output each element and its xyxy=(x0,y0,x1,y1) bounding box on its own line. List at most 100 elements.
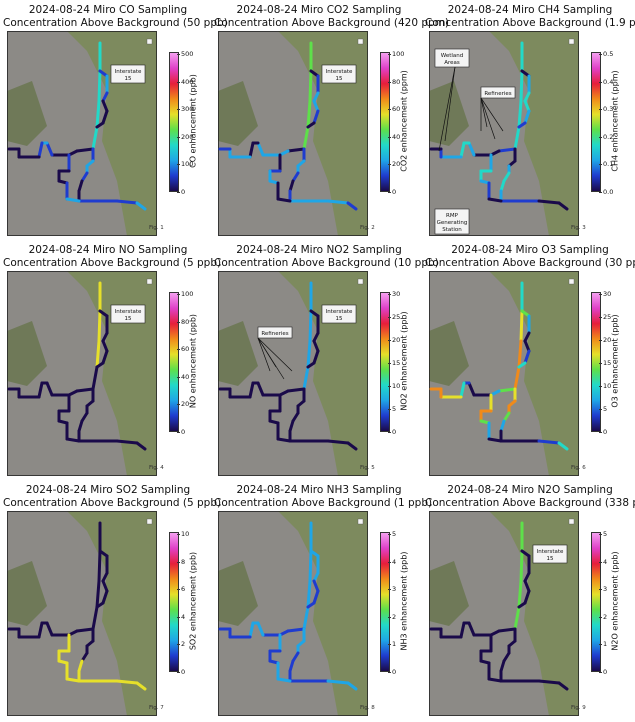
route-segment xyxy=(499,179,506,193)
west-terrain xyxy=(7,561,47,626)
colorbar-tick-label: 20 xyxy=(387,160,401,169)
route-segment xyxy=(523,579,531,593)
colorbar-tick-label: 100 xyxy=(176,160,194,169)
route-segment xyxy=(459,381,466,399)
colorbar-tick-label: 25 xyxy=(598,313,612,321)
colorbar-tick-label: 1 xyxy=(598,640,608,649)
colorbar-tick-label: 2 xyxy=(598,612,608,621)
colorbar-tick-label: 15 xyxy=(598,359,612,367)
route-segment xyxy=(517,601,527,609)
compass-marker xyxy=(568,518,575,525)
callout-box: Interstate 15 xyxy=(321,304,357,324)
route-segment xyxy=(95,361,105,369)
callout-label: Interstate 15 xyxy=(115,69,142,82)
callout-leader xyxy=(438,66,456,152)
route-segment xyxy=(308,309,313,343)
route-segment xyxy=(286,147,306,153)
colorbar-tick-label: 3 xyxy=(387,585,397,594)
colorbar-tick-label: 5 xyxy=(598,405,608,413)
chart-panel-7: 2024-08-24 Miro SO2 Sampling Concentratio… xyxy=(3,484,221,722)
route-segment xyxy=(513,605,521,631)
route-segment xyxy=(497,627,517,633)
map-plot: Interstate 15 xyxy=(218,31,368,236)
colorbar xyxy=(591,52,601,192)
colorbar xyxy=(591,292,601,432)
route-segment xyxy=(487,677,503,683)
title-line: 2024-08-24 Miro NO2 Sampling xyxy=(236,244,402,256)
route-segment xyxy=(91,365,99,391)
route-segment xyxy=(101,339,109,353)
figure-label: Fig. 5 xyxy=(360,465,375,471)
subtitle-line: Concentration Above Background (420 ppm) xyxy=(214,16,450,29)
colorbar-tick-label: 0.2 xyxy=(598,132,614,141)
callout-box: Interstate 15 xyxy=(110,64,146,84)
callout-label: Refineries xyxy=(261,331,288,337)
title-line: 2024-08-24 Miro CO2 Sampling xyxy=(236,4,402,16)
chart-panel-2: 2024-08-24 Miro CO2 Sampling Concentratio… xyxy=(214,4,450,242)
colorbar-tick-label: 0 xyxy=(176,668,186,676)
colorbar-label: NO enhancement (ppb) xyxy=(188,313,198,409)
map-plot xyxy=(218,511,368,716)
colorbar-label: CH4 enhancement (ppm) xyxy=(610,70,620,172)
route-segment xyxy=(248,141,255,159)
colorbar-label: CO enhancement (ppb) xyxy=(188,74,198,168)
callout-label: Interstate 15 xyxy=(326,69,353,82)
route-segment xyxy=(286,387,306,393)
route-segment xyxy=(95,579,101,609)
colorbar-tick-label: 300 xyxy=(176,105,194,114)
colorbar-tick-label: 0 xyxy=(598,668,608,676)
colorbar-tick-label: 60 xyxy=(387,105,401,114)
route-segment xyxy=(499,659,506,673)
route-segment xyxy=(256,141,265,157)
route-segment xyxy=(256,381,265,397)
route-segment xyxy=(37,621,44,639)
compass-marker xyxy=(568,38,575,45)
route-segment xyxy=(248,621,255,639)
colorbar-tick-label: 4 xyxy=(176,612,186,621)
route-segment xyxy=(302,605,310,631)
callout-label: Interstate 15 xyxy=(115,309,142,322)
route-segment xyxy=(291,171,300,183)
route-segment xyxy=(517,339,523,369)
colorbar-tick-label: 0 xyxy=(387,188,397,196)
route-segment xyxy=(306,361,316,369)
colorbar-tick-label: 40 xyxy=(387,132,401,141)
route-segment xyxy=(101,589,109,605)
route-segment xyxy=(135,441,147,451)
colorbar-tick-label: 4 xyxy=(387,557,397,566)
map-frame xyxy=(429,31,579,236)
route-segment xyxy=(326,439,350,445)
colorbar-label: CO2 enhancement (ppm) xyxy=(399,70,409,172)
route-segment xyxy=(312,109,320,125)
route-segment xyxy=(302,125,310,151)
colorbar-ticks: 0 5 10 15 20 25 30 xyxy=(387,290,414,436)
colorbar-tick-label: 8 xyxy=(176,557,186,566)
callout-leader xyxy=(480,97,488,128)
compass-marker xyxy=(146,38,153,45)
colorbar-tick-label: 0 xyxy=(176,428,186,436)
map-frame xyxy=(429,511,579,716)
mountain-terrain xyxy=(67,511,157,716)
colorbar xyxy=(169,532,179,672)
colorbar-ticks: 0 100 200 300 400 500 xyxy=(176,50,203,196)
subtitle-line: Concentration Above Background (50 ppb) xyxy=(3,16,228,29)
callout-label: Interstate 15 xyxy=(326,309,353,322)
route-segment xyxy=(80,651,89,663)
compass-marker xyxy=(357,518,364,525)
colorbar-tick-label: 0 xyxy=(176,188,186,196)
route-segment xyxy=(248,381,255,399)
map-plot: Interstate 15 xyxy=(7,31,157,236)
route-segment xyxy=(459,621,466,639)
colorbar-label: SO2 enhancement (ppb) xyxy=(188,551,198,651)
colorbar-tick-label: 2 xyxy=(387,612,397,621)
route-segment xyxy=(75,387,95,393)
callout-leader xyxy=(257,337,293,372)
route-segment xyxy=(513,365,521,391)
route-segment xyxy=(97,69,102,103)
colorbar-ticks: 0 20 40 60 80 100 xyxy=(176,290,203,436)
colorbar-tick-label: 20 xyxy=(387,336,401,344)
colorbar-ticks: 0.0 0.1 0.2 0.3 0.4 0.5 xyxy=(598,50,625,196)
route-segment xyxy=(101,579,109,593)
route-segment xyxy=(467,381,476,397)
route-segment xyxy=(288,659,295,673)
